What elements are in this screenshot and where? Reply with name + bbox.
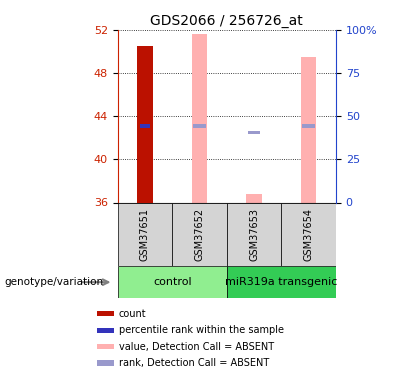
Text: rank, Detection Call = ABSENT: rank, Detection Call = ABSENT <box>119 358 269 368</box>
Text: genotype/variation: genotype/variation <box>4 277 103 287</box>
Text: percentile rank within the sample: percentile rank within the sample <box>119 325 284 335</box>
Bar <box>247 194 262 202</box>
Bar <box>97 360 114 366</box>
Text: GSM37654: GSM37654 <box>304 208 314 261</box>
Text: control: control <box>153 277 192 287</box>
Bar <box>137 46 152 202</box>
Text: miR319a transgenic: miR319a transgenic <box>225 277 338 287</box>
Bar <box>97 328 114 333</box>
Bar <box>248 130 260 134</box>
Bar <box>301 57 316 202</box>
Text: GSM37651: GSM37651 <box>140 208 150 261</box>
Bar <box>97 344 114 349</box>
Text: value, Detection Call = ABSENT: value, Detection Call = ABSENT <box>119 342 274 352</box>
Bar <box>97 311 114 316</box>
Bar <box>172 202 227 266</box>
Bar <box>193 124 206 128</box>
Text: count: count <box>119 309 146 319</box>
Bar <box>302 124 315 128</box>
Bar <box>118 202 172 266</box>
Text: GSM37653: GSM37653 <box>249 208 259 261</box>
Text: GSM37652: GSM37652 <box>194 208 205 261</box>
Bar <box>192 34 207 203</box>
Bar <box>140 124 150 128</box>
Title: GDS2066 / 256726_at: GDS2066 / 256726_at <box>150 13 303 28</box>
Bar <box>227 202 281 266</box>
Bar <box>118 266 227 298</box>
Bar <box>227 266 336 298</box>
Bar <box>281 202 336 266</box>
